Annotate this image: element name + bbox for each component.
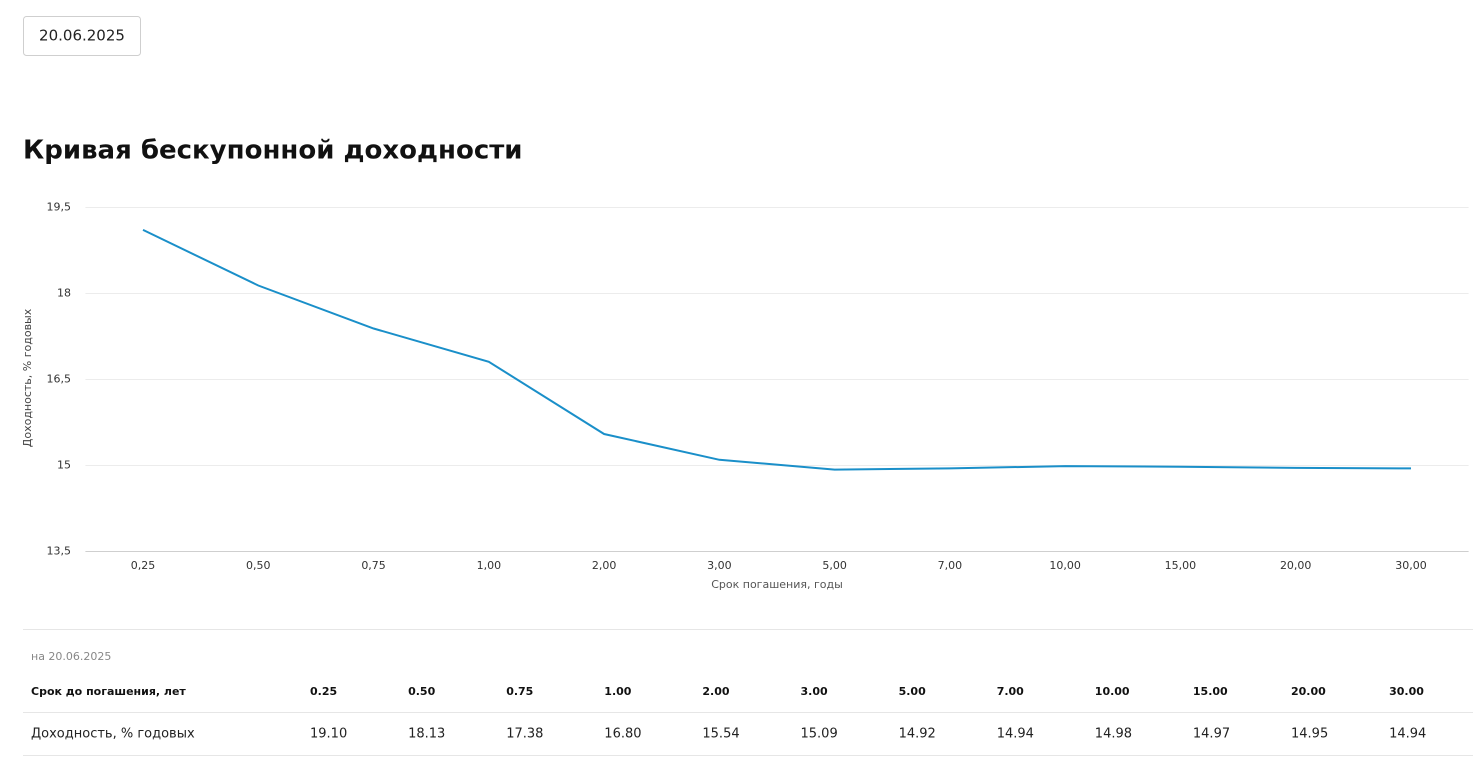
y-tick-label: 13,5 — [47, 545, 72, 558]
table-header-cell: 3.00 — [801, 685, 828, 698]
y-axis-label: Доходность, % годовых — [21, 308, 34, 447]
y-tick-label: 18 — [57, 287, 71, 300]
x-tick-label: 5,00 — [822, 559, 847, 572]
table-cell: 14.95 — [1291, 727, 1328, 742]
x-tick-label: 15,00 — [1165, 559, 1197, 572]
table-cell: 18.13 — [408, 727, 445, 742]
table-header-cell: 0.25 — [310, 685, 337, 698]
x-axis-label: Срок погашения, годы — [711, 578, 843, 591]
table-cell: 19.10 — [310, 727, 347, 742]
y-tick-label: 15 — [57, 459, 71, 472]
table-header-cell: 5.00 — [899, 685, 926, 698]
x-tick-label: 0,75 — [361, 559, 386, 572]
x-tick-label: 10,00 — [1049, 559, 1081, 572]
x-tick-label: 20,00 — [1280, 559, 1312, 572]
table-cell: 16.80 — [604, 727, 641, 742]
table-header-cell: 7.00 — [997, 685, 1024, 698]
x-tick-label: 2,00 — [592, 559, 617, 572]
x-tick-label: 0,50 — [246, 559, 271, 572]
table-cell: 15.09 — [801, 727, 838, 742]
table-cell: 14.92 — [899, 727, 936, 742]
table-cell: 17.38 — [506, 727, 543, 742]
table-cell: 14.94 — [997, 727, 1034, 742]
y-tick-label: 19,5 — [47, 201, 72, 214]
table-header-cell: 30.00 — [1389, 685, 1424, 698]
x-tick-label: 7,00 — [938, 559, 963, 572]
table-cell: Доходность, % годовых — [31, 727, 195, 742]
page-title: Кривая бескупонной доходности — [23, 136, 523, 166]
table-header-cell: 0.50 — [408, 685, 435, 698]
table-header-cell: 10.00 — [1095, 685, 1130, 698]
x-tick-label: 1,00 — [477, 559, 502, 572]
date-button-label[interactable]: 20.06.2025 — [39, 27, 125, 45]
table-header-cell: 15.00 — [1193, 685, 1228, 698]
table-header-cell: 1.00 — [604, 685, 631, 698]
table-header-cell: 0.75 — [506, 685, 533, 698]
table-cell: 14.97 — [1193, 727, 1230, 742]
date-button[interactable] — [23, 16, 141, 56]
table-header-cell: Срок до погашения, лет — [31, 685, 186, 698]
x-tick-label: 0,25 — [131, 559, 156, 572]
table-cell: 14.98 — [1095, 727, 1132, 742]
table-cell: 14.94 — [1389, 727, 1426, 742]
table-header-cell: 20.00 — [1291, 685, 1326, 698]
y-tick-label: 16,5 — [47, 373, 72, 386]
table-header-cell: 2.00 — [702, 685, 729, 698]
table-cell: 15.54 — [702, 727, 739, 742]
data-line — [142, 228, 1412, 471]
x-tick-label: 30,00 — [1395, 559, 1427, 572]
x-tick-label: 3,00 — [707, 559, 732, 572]
table-caption: на 20.06.2025 — [31, 650, 111, 663]
